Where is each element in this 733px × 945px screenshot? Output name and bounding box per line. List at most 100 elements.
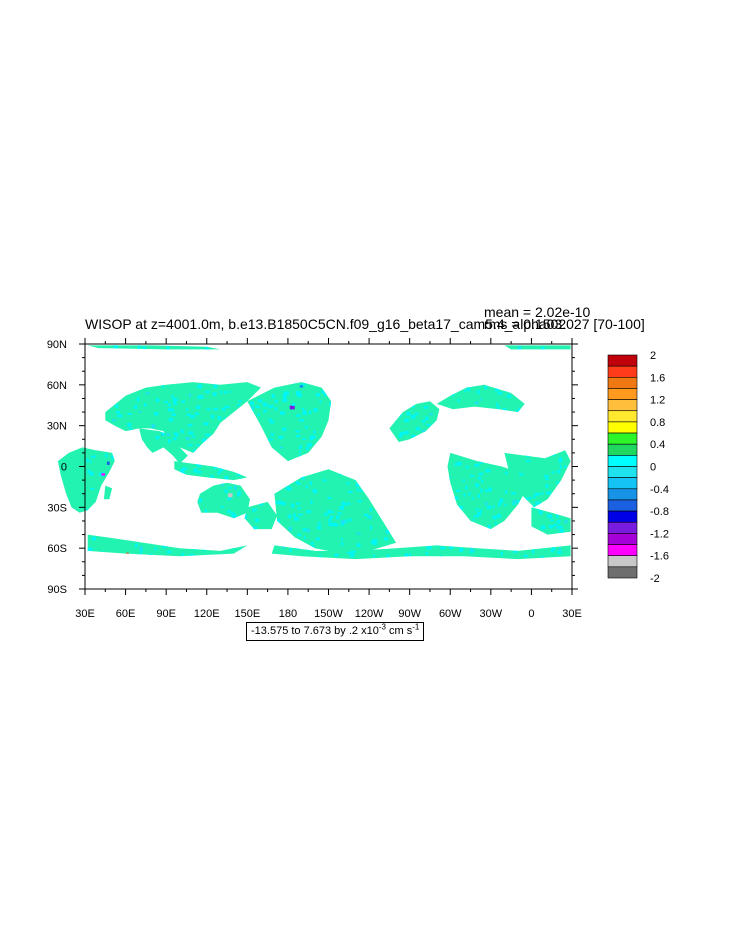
field-cell <box>422 420 426 423</box>
x-tick-label: 90E <box>156 608 176 620</box>
field-cell <box>199 498 202 503</box>
field-cell <box>348 518 352 522</box>
field-cell <box>469 474 474 477</box>
x-tick-label: 30E <box>562 608 582 620</box>
field-cell <box>508 394 511 398</box>
field-cell <box>462 479 465 483</box>
field-cell <box>307 442 312 447</box>
field-cell <box>238 400 242 403</box>
field-cell <box>556 514 559 518</box>
field-cell <box>495 403 499 406</box>
field-cell <box>327 496 332 499</box>
field-cell <box>398 434 403 438</box>
field-cell <box>305 425 308 429</box>
field-cell <box>134 406 138 409</box>
field-cell <box>227 486 232 489</box>
field-cell <box>213 407 218 411</box>
field-cell <box>224 476 229 480</box>
field-cell <box>497 391 503 395</box>
field-cell <box>410 414 416 419</box>
colorbar-label: -0.8 <box>650 506 669 518</box>
field-cell <box>282 502 286 506</box>
field-cell <box>319 400 322 403</box>
field-cell <box>268 406 271 409</box>
field-cell <box>476 390 480 395</box>
field-cell <box>116 346 119 350</box>
field-cell <box>87 547 93 551</box>
field-cell <box>171 408 174 412</box>
field-cell <box>517 347 521 351</box>
field-cell <box>291 503 295 508</box>
field-cell <box>502 408 507 411</box>
field-cell <box>329 510 334 513</box>
field-cell <box>309 481 312 486</box>
field-region <box>103 485 113 500</box>
field-cell <box>513 550 518 553</box>
field-cell <box>293 513 296 517</box>
field-cell <box>155 436 160 440</box>
field-cell <box>473 515 479 518</box>
field-cell <box>291 403 296 406</box>
field-cell <box>298 513 303 516</box>
field-cell <box>205 390 210 393</box>
field-cell <box>322 479 327 482</box>
field-region <box>271 545 571 560</box>
field-cell <box>557 551 562 554</box>
field-cell <box>206 408 211 411</box>
field-cell <box>310 542 315 545</box>
field-cell <box>479 472 484 476</box>
field-cell <box>341 541 344 546</box>
colorbar-swatch <box>607 410 638 423</box>
field-cell <box>167 408 172 412</box>
field-cell <box>426 423 431 427</box>
colorbar-label: -0.4 <box>650 484 669 496</box>
field-cell <box>538 510 543 515</box>
field-cell <box>558 548 562 551</box>
field-cell <box>296 434 301 438</box>
field-cell <box>472 518 475 521</box>
units-exponent: -3 <box>378 622 386 632</box>
field-cell <box>355 483 360 487</box>
field-cell <box>209 475 214 478</box>
field-cell <box>356 543 361 547</box>
field-cell <box>197 470 202 474</box>
field-cell <box>186 407 189 411</box>
field-cell <box>173 402 177 406</box>
field-cell <box>559 465 562 469</box>
field-cell <box>328 522 332 527</box>
field-cell <box>259 502 264 506</box>
field-cell <box>204 509 208 513</box>
field-cell <box>543 474 549 477</box>
field-cell <box>485 468 491 473</box>
colorbar-label: -1.6 <box>650 551 669 563</box>
field-cell <box>531 549 535 554</box>
field-cell <box>301 407 304 410</box>
field-cell <box>465 485 468 490</box>
field-cell <box>154 547 157 551</box>
field-cell <box>494 522 497 525</box>
field-cell <box>297 533 302 537</box>
field-cell <box>255 405 260 409</box>
field-cell <box>237 491 241 494</box>
field-cell <box>275 501 280 504</box>
field-cell <box>465 466 470 469</box>
field-cell <box>497 513 501 518</box>
field-cell <box>185 436 190 441</box>
field-cell <box>142 346 147 349</box>
rms-label: rms = 0.1502 <box>484 316 566 332</box>
colorbar-label: 2 <box>650 350 656 362</box>
field-cell <box>457 399 460 402</box>
field-cell <box>564 465 567 468</box>
colorbar-label: 0.8 <box>650 417 665 429</box>
field-cell <box>284 391 289 396</box>
field-cell <box>210 414 214 419</box>
field-cell <box>484 502 488 506</box>
colorbar-swatch <box>607 354 638 367</box>
field-cell <box>153 412 159 416</box>
field-cell <box>399 432 405 435</box>
field-cell <box>475 483 479 488</box>
field-cell <box>356 488 359 492</box>
field-cell <box>198 463 201 468</box>
field-cell <box>257 413 260 417</box>
field-cell <box>481 479 484 483</box>
